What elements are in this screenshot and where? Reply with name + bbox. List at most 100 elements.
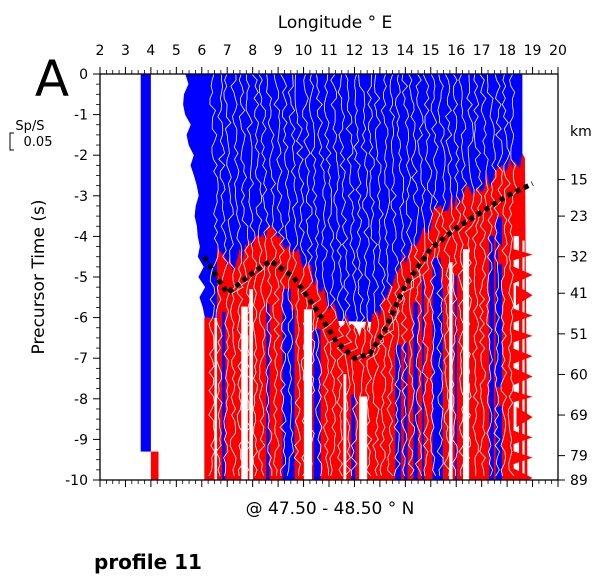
east-wedge [502,325,533,347]
east-wedge [502,447,533,468]
profile-streak [378,348,384,480]
trace-line [372,74,386,477]
right-depth-label: 41 [570,286,588,302]
top-tick-label: 8 [248,43,257,59]
top-tick-label: 14 [396,43,414,59]
trace-line [336,74,353,477]
trace-line [500,74,511,476]
top-axis-title: Longitude ° E [278,13,393,33]
left-tick-label: -4 [74,229,88,245]
east-wedge [512,467,533,480]
profile-streak [313,329,321,480]
top-tick-label: 16 [447,43,465,59]
top-tick-label: 5 [172,43,181,59]
profile-streak [522,240,525,480]
trace-line [236,74,250,476]
trace-line [507,74,519,477]
trace-line [308,74,322,477]
left-tick-label: -8 [74,392,88,408]
west-trace-positive-2 [204,317,215,480]
profile-streak [288,309,295,480]
trace-line [229,74,244,476]
top-tick-label: 2 [96,43,105,59]
trace-line [365,74,380,477]
trace-line [223,74,236,476]
trace-line [379,74,394,476]
trace-line [486,74,497,477]
top-tick-label: 4 [146,43,155,59]
profile-streak [454,275,457,480]
east-wedge [506,346,533,367]
trace-line [343,74,359,477]
east-wedge [509,264,533,286]
profile-streak [298,327,307,480]
trace-line [407,74,422,477]
left-tick-label: -5 [74,270,88,286]
right-depth-label: 79 [570,449,588,465]
left-tick-label: 0 [79,67,88,83]
east-wedge [515,285,533,306]
trace-line [429,74,441,477]
profile-streak [413,302,418,480]
interpreted-boundary-layer [202,181,534,361]
trace-line [265,74,278,476]
west-trace-positive [150,451,159,480]
trace-line [293,74,307,476]
top-tick-label: 12 [346,43,364,59]
scale-bar-value: 0.05 [24,135,53,150]
right-depth-label: 69 [570,408,588,424]
profile-streak [351,394,356,480]
profile-streak [222,311,226,480]
east-wedge [497,244,533,265]
top-tick-label: 9 [274,43,283,59]
trace-line [272,74,285,476]
trace-line [215,74,229,477]
trace-line [422,74,434,476]
profile-streak [241,306,248,480]
profile-streak [432,257,441,480]
trace-line [414,74,426,477]
profile-streak [266,304,270,480]
trace-line [393,74,407,476]
trace-line [450,74,462,476]
east-wedge [516,406,533,428]
profile-caption: profile 11 [94,550,202,574]
profile-streak [276,281,280,480]
left-tick-label: -2 [74,148,88,164]
right-depth-label: km [570,124,592,140]
top-tick-label: 10 [295,43,313,59]
right-depth-label: 32 [570,250,588,266]
right-depth-label: 23 [570,209,588,225]
scale-bar [9,132,14,151]
profile-streak [449,262,453,480]
trace-line [479,74,489,476]
profile-streak [385,356,391,480]
top-tick-label: 17 [473,43,491,59]
panel-letter: A [35,50,69,108]
trace-line [358,74,373,476]
bottom-latitude-label: @ 47.50 - 48.50 ° N [246,499,415,519]
profile-streak [324,344,330,480]
profile-streak [334,362,339,480]
trace-line [251,74,265,477]
left-tick-label: -7 [74,351,88,367]
profile-streak [395,344,402,480]
right-depth-label: 15 [570,173,588,189]
top-tick-label: 6 [197,43,206,59]
right-depth-label: 51 [570,327,588,343]
left-tick-label: -1 [74,108,88,124]
top-tick-label: 7 [223,43,232,59]
top-tick-label: 18 [498,43,516,59]
profile-data-layer [140,74,533,480]
profile-streak [439,281,443,480]
trace-line [208,74,219,477]
top-tick-label: 11 [320,43,338,59]
left-axis-title: Precursor Time (s) [29,200,49,355]
left-tick-label: -10 [65,473,88,489]
trace-line [386,74,400,477]
profile-streak [462,249,470,480]
trace-line [322,74,337,476]
trace-line [315,74,329,476]
profile-streak [255,316,262,480]
